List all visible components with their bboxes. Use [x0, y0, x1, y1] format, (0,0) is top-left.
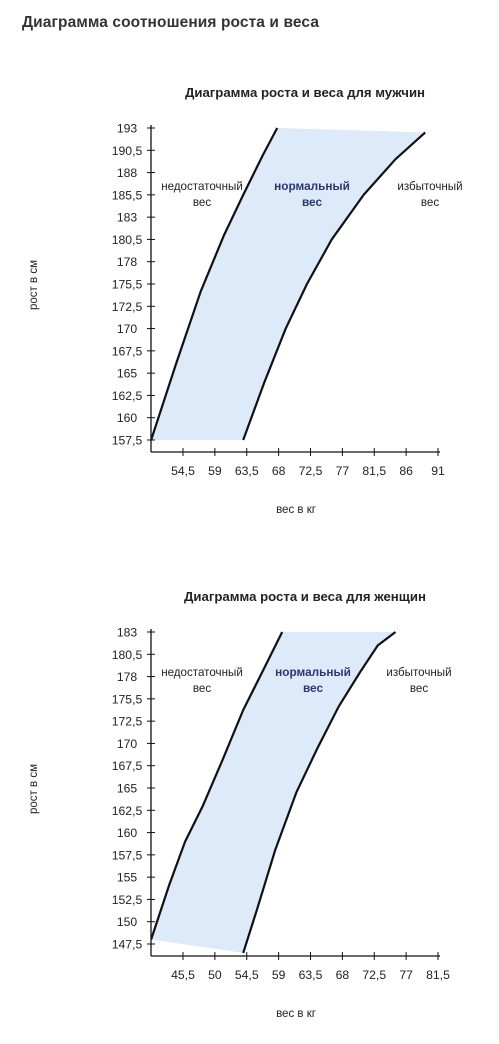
- x-tick-label: 59: [208, 464, 222, 478]
- zone-label: вес: [193, 682, 211, 695]
- y-tick-label: 157,5: [112, 434, 143, 448]
- y-tick-label: 167,5: [112, 759, 143, 773]
- normal-weight-band: [151, 632, 396, 953]
- y-tick-label: 183: [117, 211, 138, 225]
- y-tick-label: 188: [117, 166, 138, 180]
- y-tick-label: 178: [117, 255, 138, 269]
- y-tick-label: 175,5: [112, 278, 143, 292]
- boundary-underweight-line: [151, 631, 284, 940]
- y-tick-label: 147,5: [112, 938, 143, 952]
- y-tick-label: 160: [117, 411, 138, 425]
- x-tick-label: 45,5: [171, 968, 195, 982]
- boundary-overweight-line: [242, 131, 426, 441]
- x-tick-label: 63,5: [299, 968, 323, 982]
- women-chart: Диаграмма роста и веса для женщин 147,5 15…: [28, 589, 452, 1020]
- zone-label: нормальный: [274, 179, 350, 193]
- y-tick-label: 167,5: [112, 344, 143, 358]
- zone-label: избыточный: [386, 666, 451, 679]
- x-tick-label: 54,5: [235, 968, 259, 982]
- x-tick-label: 68: [272, 464, 286, 478]
- y-tick-label: 175,5: [112, 692, 143, 706]
- y-tick-label: 170: [117, 737, 138, 751]
- zone-label: избыточный: [397, 180, 462, 193]
- x-tick-label: 81,5: [426, 968, 450, 982]
- men-chart: Диаграмма роста и веса для мужчин 157,5 16…: [28, 85, 463, 516]
- zone-label: вес: [302, 195, 323, 209]
- chart-title: Диаграмма роста и веса для мужчин: [185, 85, 425, 100]
- y-tick-label: 165: [117, 367, 138, 381]
- x-tick-label: 50: [208, 968, 222, 982]
- y-tick-label: 162,5: [112, 804, 143, 818]
- x-tick-label: 77: [399, 968, 413, 982]
- y-tick-label: 180,5: [112, 233, 143, 247]
- y-tick-label: 190,5: [112, 144, 143, 158]
- x-tick-label: 86: [399, 464, 413, 478]
- boundary-underweight-line: [151, 127, 279, 441]
- y-tick-label: 157,5: [112, 848, 143, 862]
- y-tick-label: 185,5: [112, 188, 143, 202]
- x-tick-label: 72,5: [299, 464, 323, 478]
- y-tick-label: 180,5: [112, 648, 143, 662]
- page-title: Диаграмма соотношения роста и веса: [22, 14, 320, 31]
- y-tick-label: 172,5: [112, 300, 143, 314]
- y-tick-label: 193: [117, 122, 138, 136]
- x-tick-label: 54,5: [171, 464, 195, 478]
- x-tick-label: 77: [336, 464, 350, 478]
- x-tick-label: 59: [272, 968, 286, 982]
- zone-label: недостаточный: [161, 666, 243, 679]
- zone-label: вес: [193, 196, 211, 209]
- y-tick-label: 170: [117, 322, 138, 336]
- zone-label: вес: [303, 681, 324, 695]
- x-tick-label: 91: [431, 464, 445, 478]
- x-axis-label: вес в кг: [276, 1008, 316, 1020]
- y-tick-label: 160: [117, 826, 138, 840]
- zone-label: вес: [410, 682, 428, 695]
- x-axis-label: вес в кг: [276, 504, 316, 516]
- x-tick-label: 72,5: [362, 968, 386, 982]
- x-tick-label: 81,5: [362, 464, 386, 478]
- y-tick-label: 162,5: [112, 389, 143, 403]
- x-tick-label: 68: [336, 968, 350, 982]
- chart-title: Диаграмма роста и веса для женщин: [184, 589, 426, 604]
- zone-label: вес: [421, 196, 439, 209]
- y-tick-label: 152,5: [112, 893, 143, 907]
- y-tick-label: 165: [117, 782, 138, 796]
- y-tick-label: 172,5: [112, 715, 143, 729]
- zone-label: нормальный: [275, 665, 351, 679]
- y-tick-label: 150: [117, 915, 138, 929]
- boundary-overweight-line: [242, 631, 397, 954]
- y-tick-label: 178: [117, 670, 138, 684]
- x-tick-label: 63,5: [235, 464, 259, 478]
- zone-label: недостаточный: [161, 180, 243, 193]
- y-tick-label: 155: [117, 871, 138, 885]
- y-axis-label: рост в см: [28, 260, 40, 310]
- normal-weight-band: [151, 128, 426, 440]
- y-axis-label: рост в см: [28, 764, 40, 814]
- y-tick-label: 183: [117, 626, 138, 640]
